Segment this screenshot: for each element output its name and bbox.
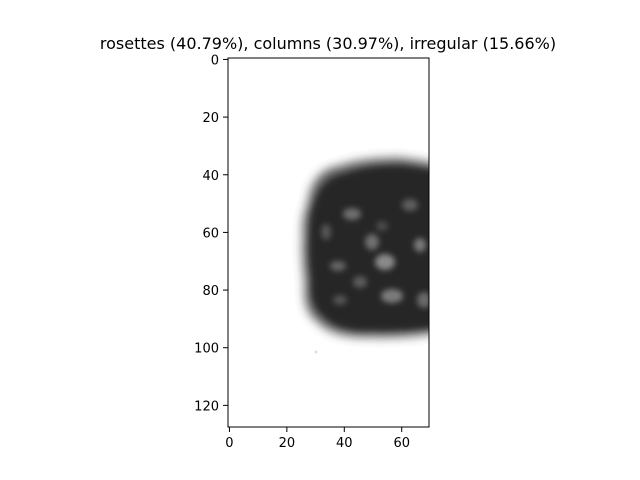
y-tick-label: 0	[211, 53, 219, 68]
y-tick-label: 100	[194, 342, 219, 357]
particle-texture	[321, 199, 429, 308]
x-axis: 0 20 40 60	[225, 427, 410, 451]
x-tick-label: 0	[225, 436, 233, 451]
chart-title: rosettes (40.79%), columns (30.97%), irr…	[100, 34, 556, 53]
y-tick-label: 20	[202, 111, 219, 126]
y-tick-label: 80	[202, 284, 219, 299]
y-axis: 0 20 40 60 80 100 120	[194, 53, 228, 414]
particle-speck	[314, 350, 318, 354]
y-tick-label: 120	[194, 399, 219, 414]
particle-image	[302, 158, 429, 354]
x-tick-label: 60	[393, 436, 410, 451]
y-tick-label: 60	[202, 226, 219, 241]
x-tick-label: 20	[279, 436, 296, 451]
x-tick-label: 40	[336, 436, 353, 451]
y-tick-label: 40	[202, 169, 219, 184]
plot-frame	[227, 57, 430, 428]
